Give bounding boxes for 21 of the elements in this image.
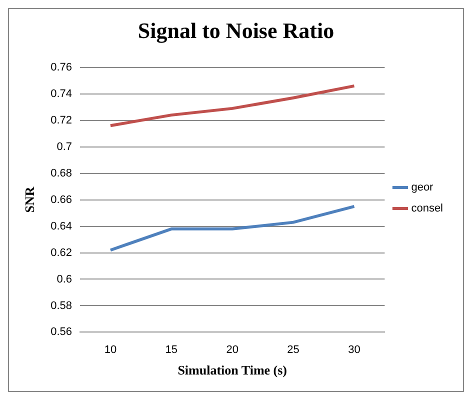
y-tick-label: 0.62 — [50, 246, 72, 259]
legend-label: geor — [411, 182, 434, 194]
y-tick-label: 0.74 — [50, 88, 72, 100]
y-tick-label: 0.66 — [50, 194, 72, 206]
y-tick-label: 0.68 — [50, 167, 72, 180]
x-axis-title: Simulation Time (s) — [178, 362, 288, 378]
y-tick-label: 0.56 — [50, 326, 72, 338]
y-axis-title: SNR — [22, 186, 38, 213]
x-tick-label: 15 — [165, 344, 178, 356]
chart-title: Signal to Noise Ratio — [138, 18, 334, 43]
y-tick-label: 0.6 — [56, 273, 72, 286]
x-tick-label: 10 — [104, 344, 117, 356]
legend-label: consel — [411, 202, 443, 215]
x-tick-label: 25 — [287, 344, 300, 356]
y-tick-label: 0.64 — [50, 220, 72, 232]
y-tick-label: 0.72 — [50, 114, 72, 126]
x-tick-label: 20 — [226, 344, 238, 356]
y-tick-label: 0.7 — [56, 140, 72, 153]
x-tick-label: 30 — [348, 344, 360, 356]
y-tick-label: 0.76 — [50, 61, 72, 74]
y-tick-label: 0.58 — [50, 300, 72, 312]
